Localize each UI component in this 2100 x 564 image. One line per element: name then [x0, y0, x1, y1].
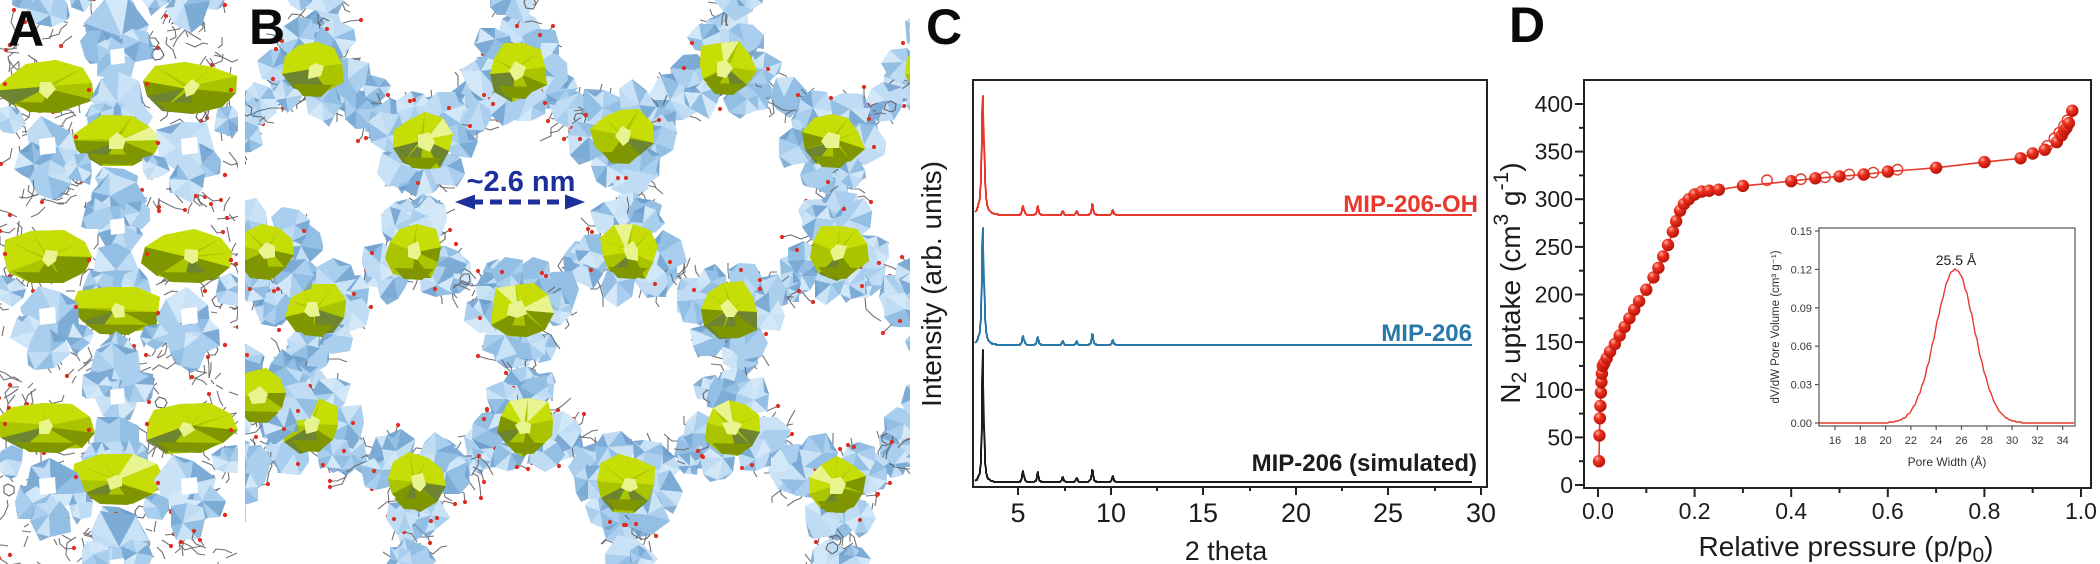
svg-text:0.06: 0.06 [1791, 341, 1812, 353]
svg-text:25.5 Å: 25.5 Å [1936, 252, 1977, 268]
svg-text:N2 uptake (cm3 g-1): N2 uptake (cm3 g-1) [1490, 162, 1531, 403]
svg-text:18: 18 [1854, 435, 1866, 447]
svg-text:0.03: 0.03 [1791, 380, 1812, 392]
svg-text:150: 150 [1535, 329, 1573, 355]
svg-text:25: 25 [1373, 498, 1403, 528]
svg-text:Intensity (arb. units): Intensity (arb. units) [916, 161, 947, 407]
svg-text:D: D [1509, 0, 1545, 53]
svg-text:B: B [249, 0, 285, 55]
svg-text:350: 350 [1535, 139, 1573, 165]
svg-text:0.2: 0.2 [1679, 498, 1711, 524]
svg-text:30: 30 [2006, 435, 2018, 447]
svg-text:0.12: 0.12 [1791, 264, 1812, 276]
svg-text:400: 400 [1535, 91, 1573, 117]
svg-text:1.0: 1.0 [2065, 498, 2097, 524]
svg-text:0.4: 0.4 [1775, 498, 1807, 524]
svg-text:20: 20 [1879, 435, 1891, 447]
svg-text:200: 200 [1535, 282, 1573, 308]
svg-text:0.00: 0.00 [1791, 418, 1812, 430]
svg-text:dV/dW Pore Volume (cm³ g⁻¹): dV/dW Pore Volume (cm³ g⁻¹) [1770, 250, 1782, 403]
svg-text:0: 0 [1560, 472, 1573, 498]
svg-text:MIP-206 (simulated): MIP-206 (simulated) [1252, 450, 1477, 477]
svg-text:C: C [926, 0, 962, 55]
svg-text:26: 26 [1955, 435, 1967, 447]
svg-text:10: 10 [1096, 498, 1126, 528]
svg-text:30: 30 [1466, 498, 1496, 528]
svg-text:22: 22 [1905, 435, 1917, 447]
svg-text:28: 28 [1981, 435, 1993, 447]
svg-text:Relative pressure (p/p0): Relative pressure (p/p0) [1699, 531, 1994, 564]
svg-text:100: 100 [1535, 377, 1573, 403]
svg-text:0.09: 0.09 [1791, 303, 1812, 315]
svg-text:MIP-206-OH: MIP-206-OH [1343, 191, 1478, 218]
svg-text:~2.6 nm: ~2.6 nm [467, 166, 576, 198]
svg-text:15: 15 [1188, 498, 1218, 528]
svg-text:16: 16 [1829, 435, 1841, 447]
svg-text:20: 20 [1281, 498, 1311, 528]
svg-text:MIP-206: MIP-206 [1381, 320, 1472, 347]
svg-text:34: 34 [2057, 435, 2069, 447]
svg-text:300: 300 [1535, 186, 1573, 212]
svg-text:Pore Width (Å): Pore Width (Å) [1908, 454, 1987, 469]
svg-text:2 theta: 2 theta [1185, 536, 1269, 564]
svg-text:0.0: 0.0 [1582, 498, 1614, 524]
svg-text:250: 250 [1535, 234, 1573, 260]
svg-text:0.8: 0.8 [1968, 498, 2000, 524]
svg-text:32: 32 [2031, 435, 2043, 447]
svg-text:50: 50 [1547, 424, 1573, 450]
svg-text:5: 5 [1010, 498, 1025, 528]
svg-text:0.6: 0.6 [1872, 498, 1904, 524]
svg-text:0.15: 0.15 [1791, 226, 1812, 238]
svg-text:A: A [8, 1, 44, 57]
svg-text:24: 24 [1930, 435, 1942, 447]
